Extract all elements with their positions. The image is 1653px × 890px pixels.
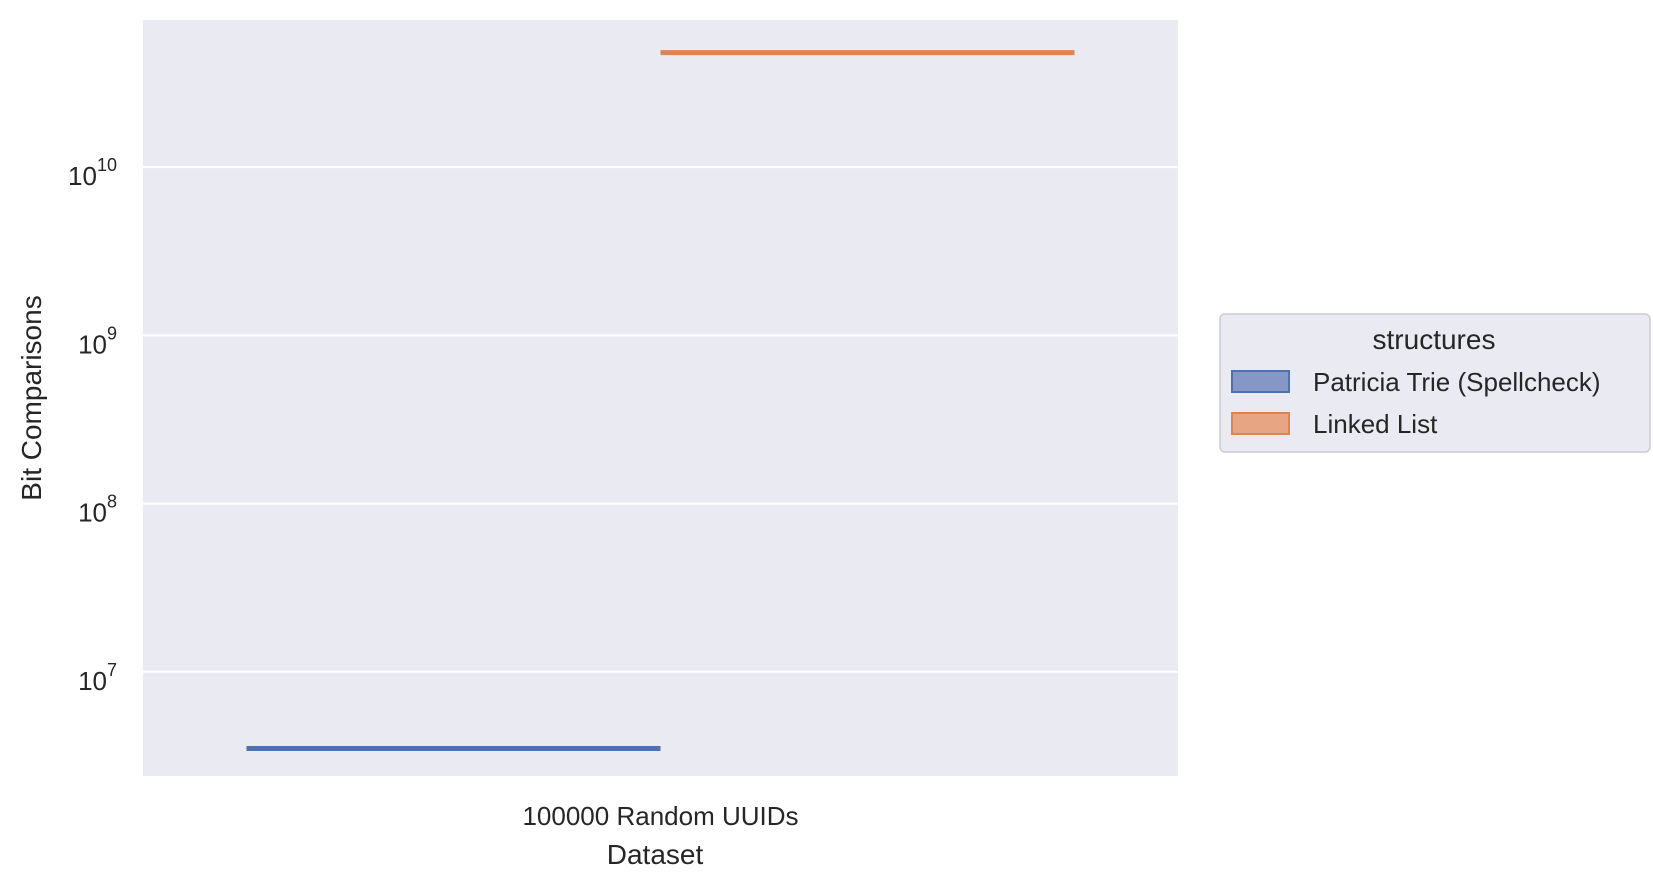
y-tick-label: 108 (78, 492, 117, 528)
y-tick-label: 109 (78, 323, 117, 359)
y-tick-labels: 107 108 109 1010 (68, 155, 117, 696)
legend-swatch (1231, 412, 1290, 435)
legend-items: Patricia Trie (Spellcheck) Linked List (1231, 367, 1601, 439)
legend-title: structures (1373, 324, 1496, 355)
x-tick-labels: 100000 Random UUIDs (522, 801, 798, 831)
legend-entry: Linked List (1313, 409, 1438, 439)
x-axis-label: Dataset (607, 839, 704, 870)
y-axis-label: Bit Comparisons (16, 295, 47, 500)
x-tick-label: 100000 Random UUIDs (522, 801, 798, 831)
legend-entry: Patricia Trie (Spellcheck) (1313, 367, 1601, 397)
bars (246, 50, 1075, 751)
plot-area (143, 20, 1178, 776)
grid-lines (143, 166, 1178, 673)
legend-frame (1219, 313, 1651, 453)
y-tick-label: 1010 (68, 155, 117, 191)
y-tick-label: 107 (78, 660, 117, 696)
legend: structures Patricia Trie (Spellcheck) Lin… (1219, 313, 1651, 453)
legend-swatch (1231, 370, 1290, 393)
